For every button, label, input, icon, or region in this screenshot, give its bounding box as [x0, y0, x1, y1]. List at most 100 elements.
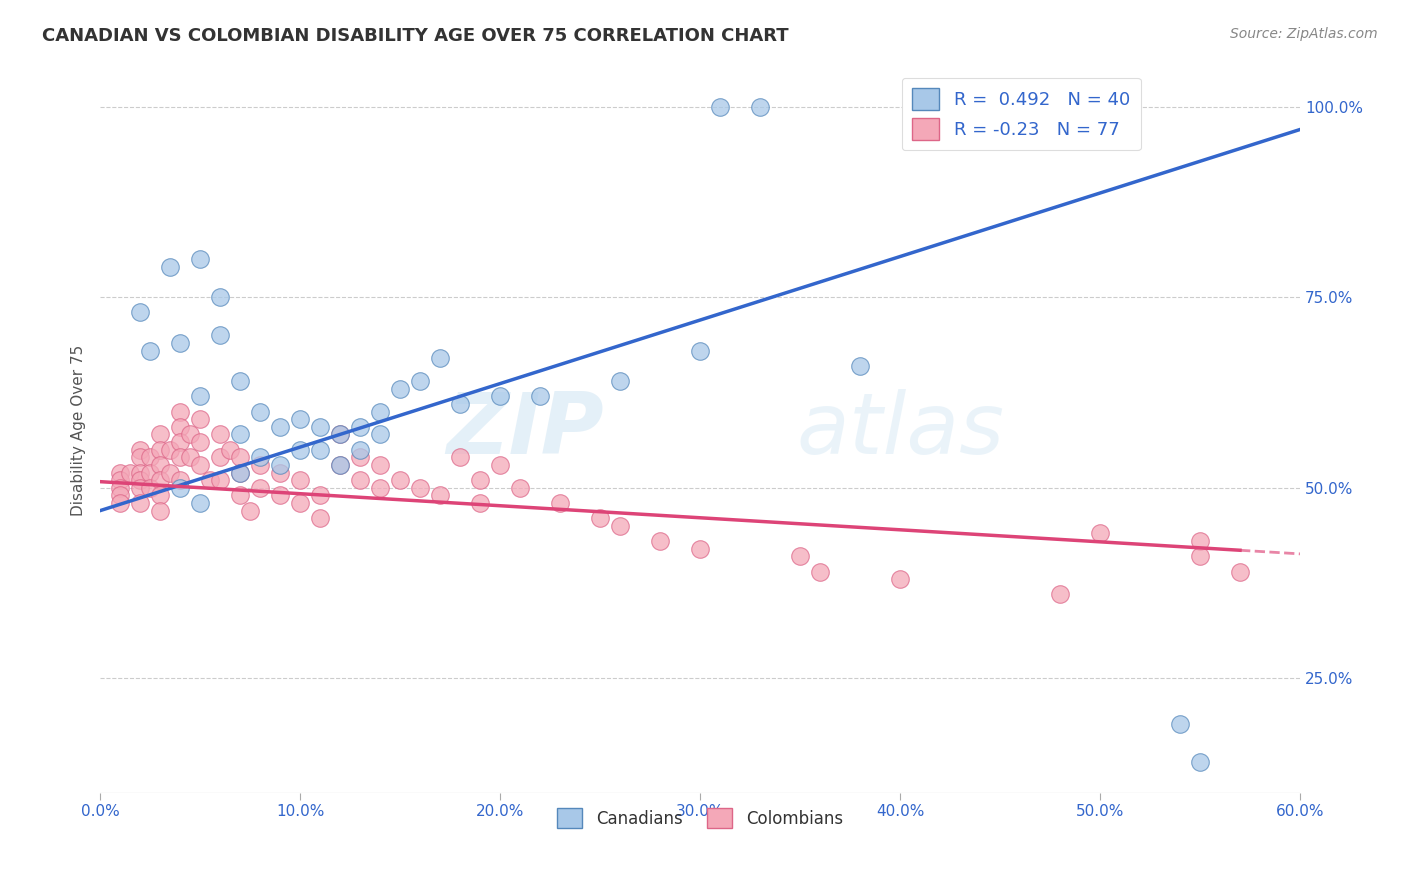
Point	[209, 290, 232, 304]
Point	[149, 488, 172, 502]
Point	[329, 458, 352, 472]
Point	[188, 412, 211, 426]
Point	[449, 450, 471, 465]
Point	[429, 488, 451, 502]
Point	[1168, 717, 1191, 731]
Point	[169, 435, 191, 450]
Point	[169, 335, 191, 350]
Point	[489, 389, 512, 403]
Point	[249, 458, 271, 472]
Point	[209, 328, 232, 343]
Point	[120, 466, 142, 480]
Point	[129, 466, 152, 480]
Point	[309, 442, 332, 457]
Point	[108, 466, 131, 480]
Point	[468, 496, 491, 510]
Point	[129, 496, 152, 510]
Point	[368, 458, 391, 472]
Point	[329, 427, 352, 442]
Point	[129, 450, 152, 465]
Point	[188, 435, 211, 450]
Point	[349, 473, 371, 487]
Point	[149, 458, 172, 472]
Point	[188, 496, 211, 510]
Point	[149, 473, 172, 487]
Point	[229, 427, 252, 442]
Text: Source: ZipAtlas.com: Source: ZipAtlas.com	[1230, 27, 1378, 41]
Point	[139, 343, 162, 358]
Point	[229, 374, 252, 388]
Point	[149, 503, 172, 517]
Y-axis label: Disability Age Over 75: Disability Age Over 75	[72, 345, 86, 516]
Point	[368, 404, 391, 418]
Point	[188, 252, 211, 266]
Point	[288, 442, 311, 457]
Point	[1189, 549, 1212, 564]
Text: atlas: atlas	[796, 389, 1004, 472]
Point	[149, 442, 172, 457]
Point	[269, 488, 291, 502]
Point	[389, 473, 412, 487]
Point	[449, 397, 471, 411]
Point	[689, 541, 711, 556]
Point	[1049, 587, 1071, 601]
Point	[159, 442, 181, 457]
Point	[689, 343, 711, 358]
Point	[129, 481, 152, 495]
Point	[169, 473, 191, 487]
Point	[1189, 755, 1212, 769]
Point	[198, 473, 221, 487]
Point	[429, 351, 451, 366]
Point	[169, 450, 191, 465]
Point	[349, 442, 371, 457]
Point	[188, 458, 211, 472]
Point	[169, 404, 191, 418]
Point	[149, 427, 172, 442]
Point	[249, 450, 271, 465]
Point	[288, 473, 311, 487]
Point	[209, 450, 232, 465]
Point	[409, 374, 432, 388]
Point	[648, 534, 671, 549]
Point	[108, 496, 131, 510]
Point	[179, 450, 201, 465]
Point	[269, 466, 291, 480]
Point	[349, 419, 371, 434]
Legend: Canadians, Colombians: Canadians, Colombians	[551, 801, 849, 835]
Point	[139, 481, 162, 495]
Point	[849, 359, 872, 373]
Point	[169, 481, 191, 495]
Text: CANADIAN VS COLOMBIAN DISABILITY AGE OVER 75 CORRELATION CHART: CANADIAN VS COLOMBIAN DISABILITY AGE OVE…	[42, 27, 789, 45]
Point	[1088, 526, 1111, 541]
Point	[808, 565, 831, 579]
Point	[188, 389, 211, 403]
Point	[609, 374, 631, 388]
Point	[548, 496, 571, 510]
Point	[709, 100, 731, 114]
Point	[589, 511, 612, 525]
Point	[349, 450, 371, 465]
Point	[108, 488, 131, 502]
Point	[209, 427, 232, 442]
Point	[489, 458, 512, 472]
Point	[389, 382, 412, 396]
Point	[309, 488, 332, 502]
Point	[309, 419, 332, 434]
Point	[1189, 534, 1212, 549]
Point	[159, 260, 181, 274]
Point	[249, 481, 271, 495]
Point	[229, 466, 252, 480]
Point	[749, 100, 772, 114]
Point	[269, 419, 291, 434]
Point	[309, 511, 332, 525]
Point	[108, 481, 131, 495]
Point	[229, 466, 252, 480]
Point	[368, 427, 391, 442]
Point	[288, 412, 311, 426]
Point	[329, 458, 352, 472]
Point	[129, 442, 152, 457]
Point	[288, 496, 311, 510]
Point	[269, 458, 291, 472]
Point	[179, 427, 201, 442]
Point	[139, 450, 162, 465]
